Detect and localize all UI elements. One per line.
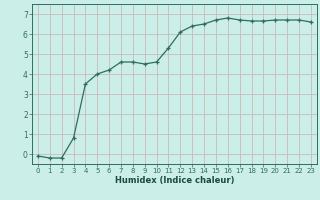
X-axis label: Humidex (Indice chaleur): Humidex (Indice chaleur) bbox=[115, 176, 234, 185]
